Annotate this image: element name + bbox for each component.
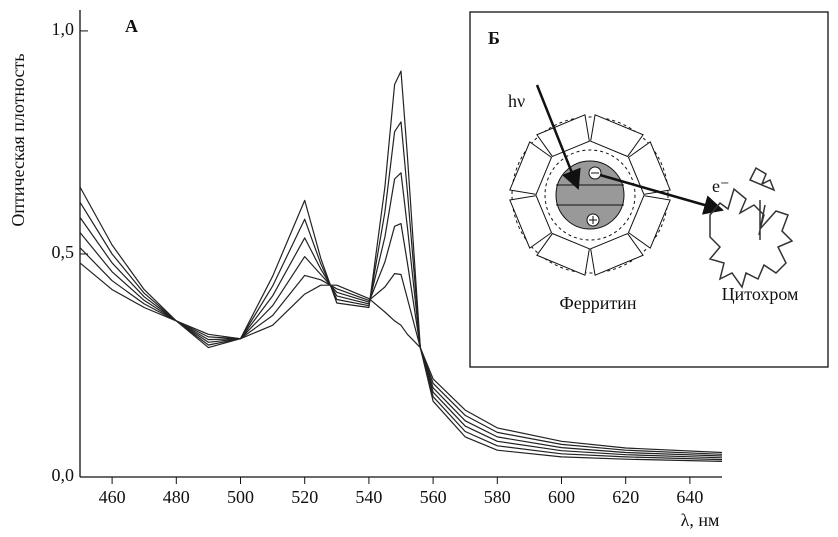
- x-tick-label: 620: [612, 487, 639, 507]
- photon-label: hν: [508, 91, 525, 111]
- y-tick-label: 0,0: [52, 465, 75, 485]
- ferritin-subunit: [590, 114, 644, 158]
- x-tick-label: 480: [163, 487, 190, 507]
- ferritin-subunit: [627, 195, 671, 249]
- spectrum-line: [79, 172, 723, 459]
- electron-arrow: [599, 173, 724, 215]
- inset: Б hν e⁻ Ферритин Цитохром: [469, 11, 829, 368]
- spectrum-line: [79, 70, 723, 462]
- x-tick-label: 500: [227, 487, 254, 507]
- x-tick-label: 520: [291, 487, 318, 507]
- ferritin-subunit: [536, 114, 590, 158]
- x-tick-label: 580: [484, 487, 511, 507]
- x-tick-label: 600: [548, 487, 575, 507]
- spectrum-line: [79, 121, 723, 461]
- ferritin-subunit: [627, 141, 671, 195]
- spectrum-line: [79, 262, 723, 454]
- plus-sign: [589, 216, 597, 224]
- cytochrome-drawing: [708, 166, 794, 289]
- photon-arrow: [535, 84, 581, 190]
- x-axis-label: λ, нм: [681, 510, 720, 530]
- spectrum-line: [79, 247, 723, 455]
- ferritin-subunit: [536, 232, 590, 276]
- ferritin-subunit: [590, 232, 644, 276]
- cytochrome-label: Цитохром: [722, 284, 799, 304]
- inset-label: Б: [488, 28, 500, 48]
- y-axis-label: Оптическая плотность: [8, 53, 28, 226]
- panel-label: А: [125, 16, 138, 36]
- y-tick-label: 1,0: [52, 19, 75, 39]
- ferritin-subunit: [509, 195, 553, 249]
- ferritin-subunit: [509, 141, 553, 195]
- x-tick-label: 640: [676, 487, 703, 507]
- x-tick-label: 460: [99, 487, 126, 507]
- electron-label: e⁻: [712, 176, 730, 196]
- x-tick-label: 540: [355, 487, 382, 507]
- y-tick-label: 0,5: [52, 242, 75, 262]
- x-tick-label: 560: [420, 487, 447, 507]
- spectrum-line: [79, 223, 723, 457]
- ferritin-label: Ферритин: [560, 293, 637, 313]
